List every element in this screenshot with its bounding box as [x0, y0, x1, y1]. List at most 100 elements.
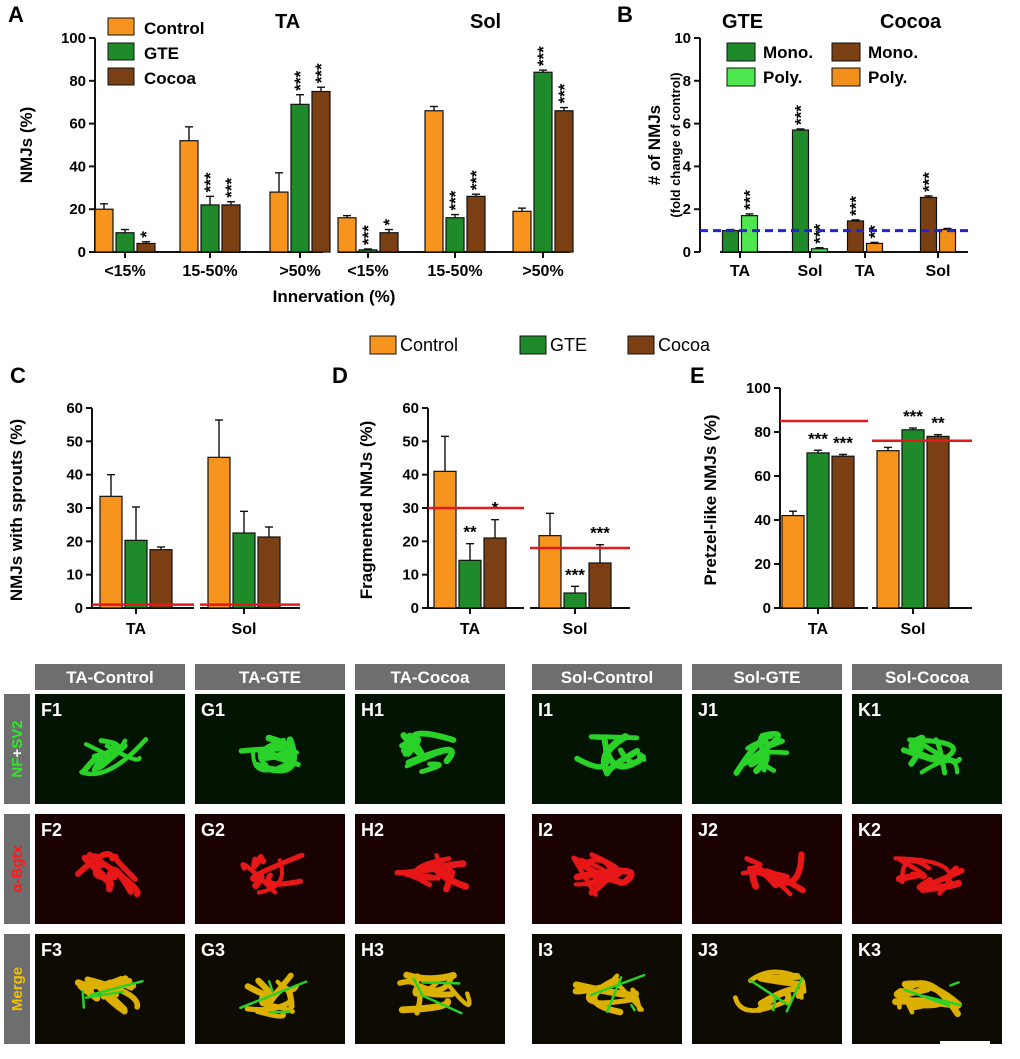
significance-label: ***	[847, 196, 866, 216]
nmj-branch	[251, 748, 289, 773]
bar	[876, 450, 900, 609]
nmj-branch	[255, 1009, 286, 1019]
nmj-branch	[417, 975, 454, 993]
micrograph-label: K2	[858, 820, 881, 840]
significance-label: ***	[741, 190, 760, 210]
x-tick-label: Sol	[232, 621, 257, 638]
bar	[311, 90, 331, 253]
group-title: GTE	[722, 11, 763, 33]
nmj-branch	[572, 981, 639, 999]
micrograph-label: H3	[361, 940, 384, 960]
bar	[588, 562, 612, 609]
micrograph-label: K1	[858, 700, 881, 720]
nmj-branch	[747, 865, 790, 880]
legend-swatch	[107, 67, 135, 86]
panel-letter: E	[690, 363, 705, 388]
bar	[424, 110, 444, 253]
legend-swatch	[107, 42, 135, 61]
nmj-structure	[240, 852, 305, 895]
nmj-branch	[263, 1003, 295, 1014]
legend-label: GTE	[550, 335, 587, 355]
nmj-branch	[585, 988, 640, 1006]
micrograph-label: I2	[538, 820, 553, 840]
row-label: Merge	[9, 967, 26, 1011]
x-tick-label: TA	[855, 263, 876, 280]
nmj-branch	[423, 862, 454, 893]
significance-label: ***	[792, 105, 811, 125]
nmj-axon	[239, 980, 308, 1010]
bar	[781, 514, 805, 609]
bar	[846, 220, 865, 253]
column-title: Sol-GTE	[733, 668, 800, 687]
legend-swatch	[627, 335, 655, 355]
bar	[901, 429, 925, 609]
significance-label: ***	[833, 433, 853, 452]
y-tick-label: 60	[69, 116, 86, 133]
nmj-structure	[900, 734, 962, 776]
y-tick-label: 40	[66, 467, 83, 484]
nmj-branch	[86, 851, 141, 898]
y-tick-label: 20	[402, 533, 419, 550]
significance-label: ***	[359, 225, 378, 245]
column-title: Sol-Control	[561, 668, 654, 687]
bar	[149, 549, 173, 609]
y-tick-label: 10	[674, 30, 691, 47]
significance-label: ***	[291, 70, 310, 90]
nmj-branch	[275, 979, 299, 993]
micrograph-label: F1	[41, 700, 62, 720]
column-title-bar	[355, 664, 505, 690]
nmj-structure	[893, 856, 965, 896]
legend-label: Cocoa	[658, 335, 711, 355]
nmj-branch	[244, 999, 293, 1013]
nmj-structure	[571, 852, 635, 897]
significance-label: ***	[201, 172, 220, 192]
significance-label: ***	[811, 223, 830, 243]
row-label-part: SV2	[9, 720, 26, 748]
bar	[806, 452, 830, 609]
nmj-structure	[892, 980, 962, 1018]
nmj-branch	[757, 974, 804, 988]
y-tick-label: 80	[754, 424, 771, 441]
bar	[919, 196, 938, 253]
legend-label: Control	[400, 335, 458, 355]
bar	[445, 217, 465, 253]
x-tick-label: Sol	[563, 621, 588, 638]
nmj-axon	[630, 1003, 636, 1012]
y-tick-label: 100	[61, 30, 86, 47]
panel-letter: B	[617, 2, 633, 27]
y-tick-label: 60	[754, 468, 771, 485]
nmj-structure	[239, 972, 308, 1019]
nmj-branch	[80, 751, 104, 775]
x-tick-label: Sol	[798, 263, 823, 280]
y-tick-label: 20	[69, 201, 86, 218]
y-tick-label: 60	[66, 400, 83, 417]
nmj-branch	[240, 862, 278, 895]
significance-label: ***	[467, 170, 486, 190]
y-axis-label: Fragmented NMJs (%)	[357, 421, 376, 600]
nmj-structure	[574, 733, 647, 777]
legend-swatch	[726, 42, 756, 62]
legend-label: Poly.	[763, 68, 802, 87]
micrograph-label: G1	[201, 700, 225, 720]
significance-label: **	[931, 414, 945, 433]
row-label: NF+SV2	[9, 720, 26, 777]
bar	[721, 230, 740, 253]
micrograph-label: G3	[201, 940, 225, 960]
micrograph	[355, 694, 505, 804]
significance-label: ***	[222, 177, 241, 197]
micrograph-label: H1	[361, 700, 384, 720]
column-title-bar	[195, 664, 345, 690]
significance-label: ***	[446, 190, 465, 210]
bar	[538, 535, 562, 609]
micrograph-label: K3	[858, 940, 881, 960]
y-tick-label: 0	[411, 600, 419, 617]
nmj-branch	[111, 853, 138, 882]
nmj-axon	[421, 981, 461, 985]
bar	[563, 592, 587, 609]
y-tick-label: 30	[66, 500, 83, 517]
bar	[337, 217, 357, 253]
significance-label: **	[463, 523, 477, 542]
bar	[379, 232, 399, 253]
bar	[810, 248, 829, 253]
nmj-branch	[741, 731, 782, 767]
